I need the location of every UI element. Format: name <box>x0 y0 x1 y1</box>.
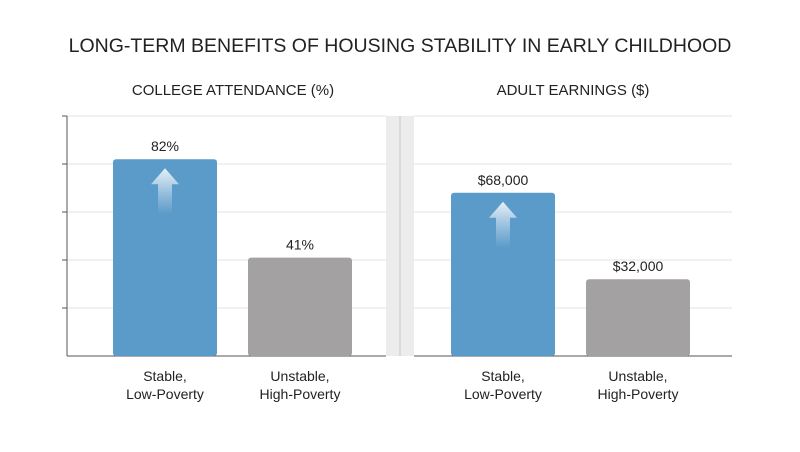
category-label: Low-Poverty <box>126 386 204 402</box>
category-label: Unstable, <box>608 368 667 384</box>
category-label: Unstable, <box>270 368 329 384</box>
chart-title: LONG-TERM BENEFITS OF HOUSING STABILITY … <box>69 35 732 57</box>
data-label: $32,000 <box>613 258 664 274</box>
chart-panel-1: COLLEGE ATTENDANCE (%) 82% Stable, Low-Pove… <box>62 82 386 402</box>
bar-1 <box>451 192 555 356</box>
bar-2 <box>248 257 352 356</box>
data-label: 82% <box>151 138 179 154</box>
increase-arrow-icon <box>489 201 517 248</box>
panel-title: ADULT EARNINGS ($) <box>497 82 650 99</box>
chart-panel-2: ADULT EARNINGS ($) $68,000 Stable, Low-Pove… <box>414 82 732 402</box>
increase-arrow-icon <box>151 168 179 215</box>
category-label: Stable, <box>481 368 525 384</box>
category-label: High-Poverty <box>598 386 679 402</box>
bar-2 <box>586 279 690 356</box>
data-label: 41% <box>286 237 314 253</box>
category-label: High-Poverty <box>260 386 341 402</box>
panel-title: COLLEGE ATTENDANCE (%) <box>132 82 334 99</box>
bar-1 <box>113 159 217 356</box>
data-label: $68,000 <box>478 172 529 188</box>
category-label: Low-Poverty <box>464 386 542 402</box>
category-label: Stable, <box>143 368 187 384</box>
